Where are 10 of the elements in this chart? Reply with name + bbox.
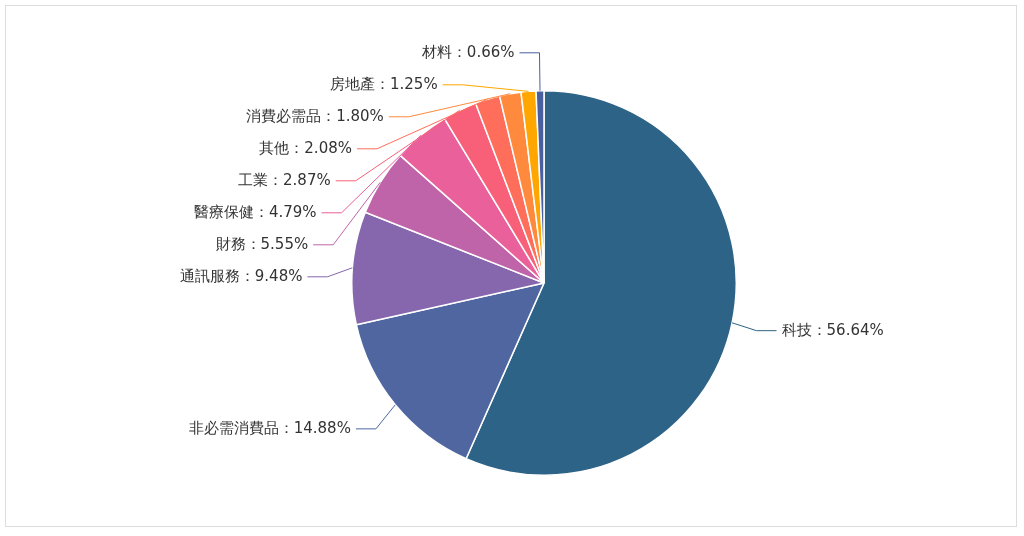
slice-label: 通訊服務：9.48% [179, 266, 303, 285]
slice-label: 消費必需品：1.80% [246, 106, 384, 125]
slice-label: 非必需消費品：14.88% [188, 418, 351, 437]
slice-label: 工業：2.87% [238, 170, 331, 189]
slice-label: 醫療保健：4.79% [193, 202, 317, 221]
slice-label: 材料：0.66% [420, 42, 515, 61]
slice-label: 房地產：1.25% [329, 74, 438, 93]
slice-label: 其他：2.08% [259, 138, 352, 157]
slice-label: 科技：56.64% [781, 320, 884, 339]
slice-label: 財務：5.55% [215, 234, 309, 253]
